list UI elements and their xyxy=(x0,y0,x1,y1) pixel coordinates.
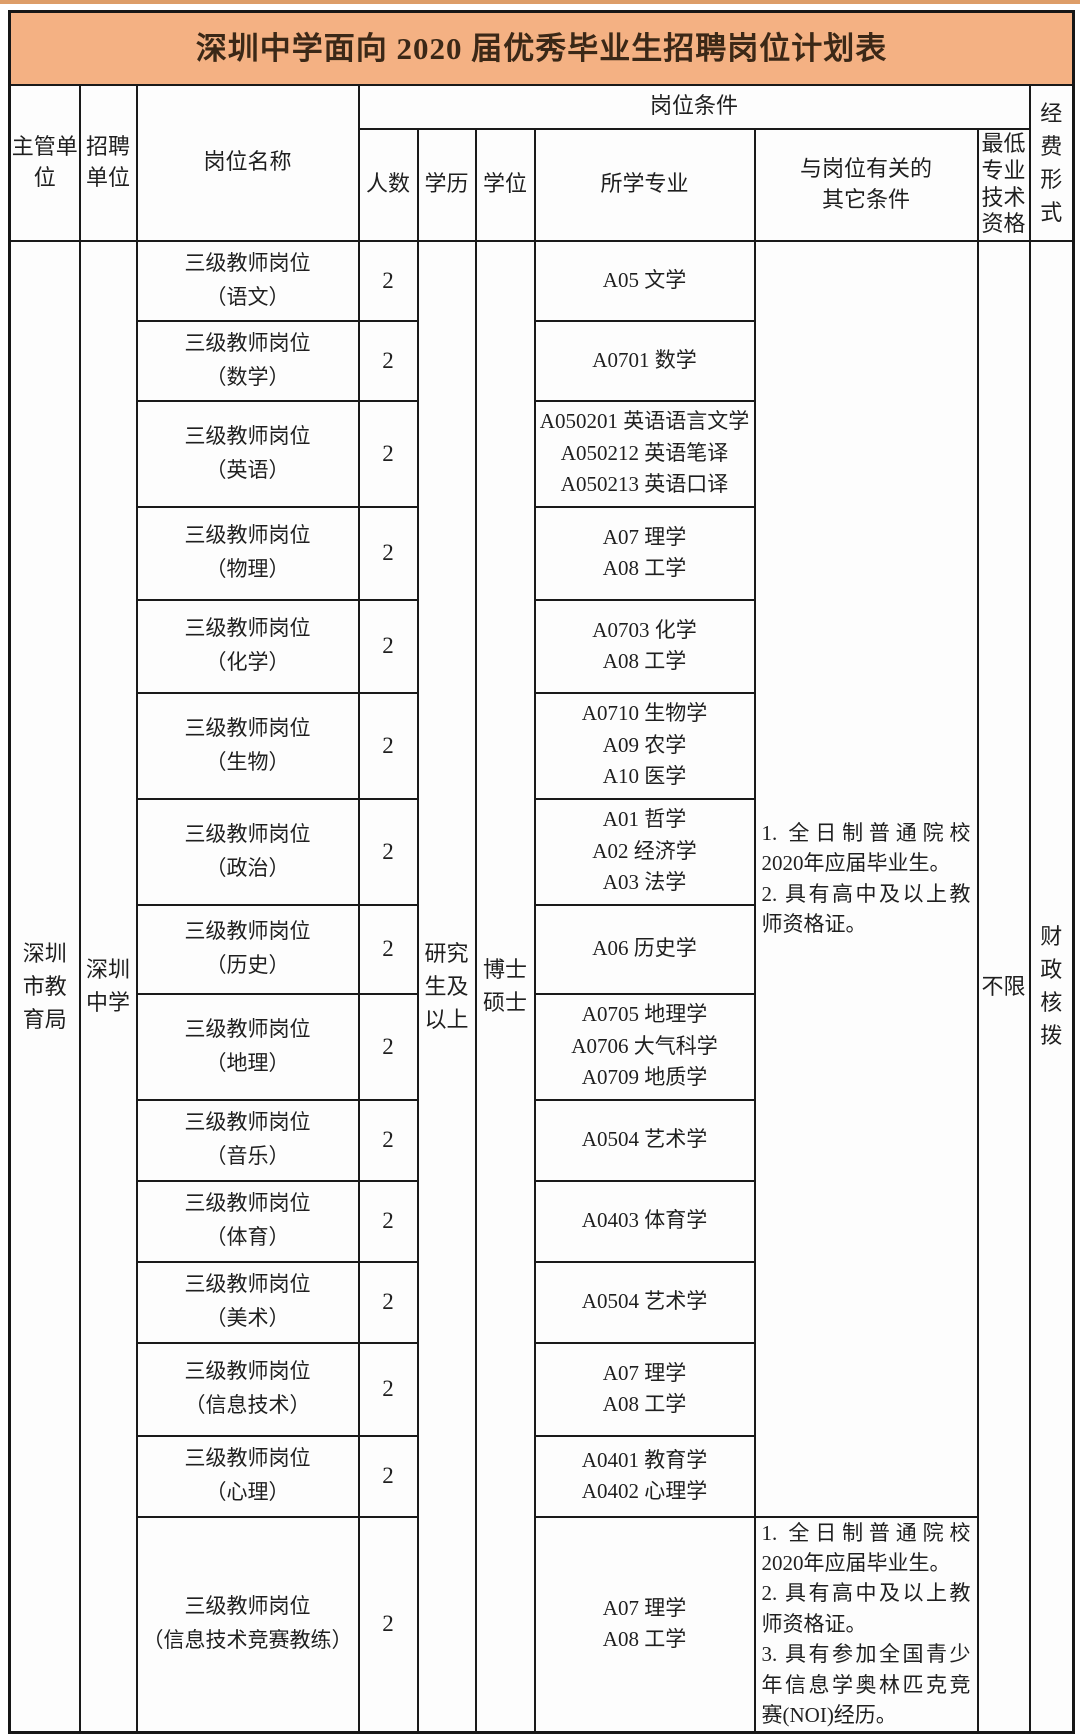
cell-row15-conditions: 1. 全日制普通院校2020年应届毕业生。 2. 具有高中及以上教师资格证。 3… xyxy=(753,1515,979,1734)
cell-count: 2 xyxy=(357,1515,419,1734)
table-row: 三级教师岗位 （生物） 2 A0710 生物学 A09 农学 A10 医学 xyxy=(10,691,1074,800)
cell-position-name: 三级教师岗位 （体育） xyxy=(135,1179,360,1263)
cell-count: 2 xyxy=(357,992,419,1101)
table-row: 深圳市教育局 深圳中学 三级教师岗位 （语文） 2 研究生及以上 博士硕士 A0… xyxy=(8,239,1075,1734)
col-header-major: 所学专业 xyxy=(533,127,756,242)
cell-count: 2 xyxy=(357,797,419,906)
cell-majors: A050201 英语语言文学 A050212 英语笔译 A050213 英语口译 xyxy=(533,399,756,508)
decorative-top-strip xyxy=(0,0,1080,4)
cell-position-name: 三级教师岗位 （化学） xyxy=(135,598,360,694)
header-row-sub: 人数 学历 学位 所学专业 与岗位有关的 其它条件 最低专业技术资格 xyxy=(10,127,1074,242)
cell-position-name: 三级教师岗位 （音乐） xyxy=(135,1098,360,1182)
table-row: 三级教师岗位 （物理） 2 A07 理学 A08 工学 xyxy=(10,505,1074,601)
cell-majors: A0703 化学 A08 工学 xyxy=(533,598,756,694)
cell-position-name: 三级教师岗位 （信息技术） xyxy=(135,1341,360,1437)
col-header-position-name: 岗位名称 xyxy=(135,83,360,242)
table-title: 深圳中学面向 2020 届优秀毕业生招聘岗位计划表 xyxy=(8,10,1075,86)
header-row-group: 主管单位 招聘单位 岗位名称 岗位条件 经费形式 xyxy=(8,83,1075,242)
cell-supervisor-unit: 深圳市教育局 xyxy=(8,239,81,1734)
cell-majors: A07 理学 A08 工学 xyxy=(533,1341,756,1437)
table-row: 三级教师岗位 （音乐） 2 A0504 艺术学 xyxy=(10,1098,1074,1182)
cell-count: 2 xyxy=(357,399,419,508)
col-header-conditions-group: 岗位条件 xyxy=(357,83,1031,130)
table-row: 三级教师岗位 （政治） 2 A01 哲学 A02 经济学 A03 法学 xyxy=(10,797,1074,906)
cell-min-qualification: 不限 xyxy=(976,239,1031,1734)
cell-count: 2 xyxy=(357,1179,419,1263)
cell-majors: A0701 数学 xyxy=(533,319,756,402)
cell-position-name: 三级教师岗位 （数学） xyxy=(135,319,360,402)
cell-count: 2 xyxy=(357,1098,419,1182)
cell-majors: A0705 地理学 A0706 大气科学 A0709 地质学 xyxy=(533,992,756,1101)
cell-majors: A0710 生物学 A09 农学 A10 医学 xyxy=(533,691,756,800)
cell-position-name: 三级教师岗位 （心理） xyxy=(135,1434,360,1518)
cell-majors: A0403 体育学 xyxy=(533,1179,756,1263)
table-row: 三级教师岗位 （化学） 2 A0703 化学 A08 工学 xyxy=(10,598,1074,694)
cell-majors: A07 理学 A08 工学 xyxy=(533,505,756,601)
cell-majors: A05 文学 xyxy=(533,239,756,322)
cell-majors: A01 哲学 A02 经济学 A03 法学 xyxy=(533,797,756,906)
table-row: 三级教师岗位 （信息技术） 2 A07 理学 A08 工学 xyxy=(10,1341,1074,1437)
cell-position-name: 三级教师岗位 （语文） xyxy=(135,239,360,322)
cell-position-name: 三级教师岗位 （生物） xyxy=(135,691,360,800)
cell-position-name: 三级教师岗位 （美术） xyxy=(135,1260,360,1344)
col-header-other-conditions: 与岗位有关的 其它条件 xyxy=(753,127,979,242)
cell-majors: A06 历史学 xyxy=(533,903,756,995)
cell-position-name: 三级教师岗位 （信息技术竞赛教练） xyxy=(135,1515,360,1734)
table-row: 三级教师岗位 （体育） 2 A0403 体育学 xyxy=(10,1179,1074,1263)
col-header-funding-form: 经费形式 xyxy=(1028,83,1075,242)
title-row: 深圳中学面向 2020 届优秀毕业生招聘岗位计划表 xyxy=(8,10,1075,86)
table-row: 三级教师岗位 （地理） 2 A0705 地理学 A0706 大气科学 A0709… xyxy=(10,992,1074,1101)
cell-majors: A0401 教育学 A0402 心理学 xyxy=(533,1434,756,1518)
cell-majors: A0504 艺术学 xyxy=(533,1098,756,1182)
cell-count: 2 xyxy=(357,1341,419,1437)
cell-majors: A07 理学 A08 工学 xyxy=(533,1515,756,1734)
col-header-education: 学历 xyxy=(416,127,477,242)
cell-majors: A0504 艺术学 xyxy=(533,1260,756,1344)
col-header-degree: 学位 xyxy=(474,127,536,242)
table-row: 三级教师岗位 （心理） 2 A0401 教育学 A0402 心理学 xyxy=(10,1434,1074,1518)
cell-count: 2 xyxy=(357,505,419,601)
col-header-supervisor-unit: 主管单位 xyxy=(8,83,81,242)
cell-education: 研究生及以上 xyxy=(416,239,477,1734)
table-row: 三级教师岗位 （英语） 2 A050201 英语语言文学 A050212 英语笔… xyxy=(10,399,1074,508)
cell-position-name: 三级教师岗位 （英语） xyxy=(135,399,360,508)
cell-count: 2 xyxy=(357,239,419,322)
cell-count: 2 xyxy=(357,691,419,800)
cell-common-conditions: 1. 全日制普通院校2020年应届毕业生。 2. 具有高中及以上教师资格证。 xyxy=(753,239,979,1518)
cell-funding-form: 财政核拨 xyxy=(1028,239,1075,1734)
table-row: 三级教师岗位 （历史） 2 A06 历史学 xyxy=(10,903,1074,995)
cell-count: 2 xyxy=(357,903,419,995)
table-row: 三级教师岗位 （美术） 2 A0504 艺术学 xyxy=(10,1260,1074,1344)
cell-position-name: 三级教师岗位 （历史） xyxy=(135,903,360,995)
col-header-recruiting-unit: 招聘单位 xyxy=(78,83,138,242)
cell-recruiting-unit: 深圳中学 xyxy=(78,239,138,1734)
col-header-min-qualification: 最低专业技术资格 xyxy=(976,127,1031,242)
cell-count: 2 xyxy=(357,1260,419,1344)
cell-degree: 博士硕士 xyxy=(474,239,536,1734)
cell-count: 2 xyxy=(357,1434,419,1518)
table-row: 三级教师岗位 （信息技术竞赛教练） 2 A07 理学 A08 工学 1. 全日制… xyxy=(10,1515,1074,1734)
col-header-count: 人数 xyxy=(357,127,419,242)
cell-position-name: 三级教师岗位 （物理） xyxy=(135,505,360,601)
cell-count: 2 xyxy=(357,598,419,694)
recruitment-table: 深圳中学面向 2020 届优秀毕业生招聘岗位计划表 主管单位 招聘单位 岗位名称… xyxy=(8,10,1076,1734)
cell-count: 2 xyxy=(357,319,419,402)
table-row: 三级教师岗位 （数学） 2 A0701 数学 xyxy=(10,319,1074,402)
cell-position-name: 三级教师岗位 （地理） xyxy=(135,992,360,1101)
cell-position-name: 三级教师岗位 （政治） xyxy=(135,797,360,906)
